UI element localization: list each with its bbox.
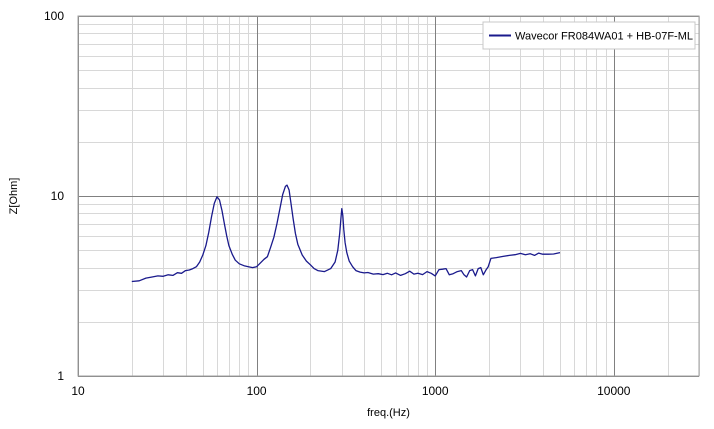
legend: Wavecor FR084WA01 + HB-07F-ML bbox=[482, 21, 696, 50]
y-tick-label: 100 bbox=[44, 9, 64, 23]
series-line bbox=[131, 184, 561, 283]
legend-box bbox=[482, 21, 696, 50]
x-tick-label: 10 bbox=[71, 384, 85, 398]
x-tick-label: 1000 bbox=[422, 384, 449, 398]
plot-frame bbox=[77, 15, 700, 377]
series-layer bbox=[131, 184, 561, 283]
x-tick-label: 100 bbox=[247, 384, 267, 398]
y-axis-label: Z[Ohm] bbox=[8, 178, 20, 215]
y-tick-label: 10 bbox=[51, 189, 65, 203]
y-tick-labels: 1 10 100 bbox=[44, 9, 64, 383]
legend-label: Wavecor FR084WA01 + HB-07F-ML bbox=[515, 31, 693, 43]
x-tick-labels: 10 100 1000 10000 bbox=[71, 384, 630, 398]
y-tick-label: 1 bbox=[57, 369, 64, 383]
x-axis-label: freq.(Hz) bbox=[367, 407, 410, 419]
x-tick-label: 10000 bbox=[597, 384, 631, 398]
